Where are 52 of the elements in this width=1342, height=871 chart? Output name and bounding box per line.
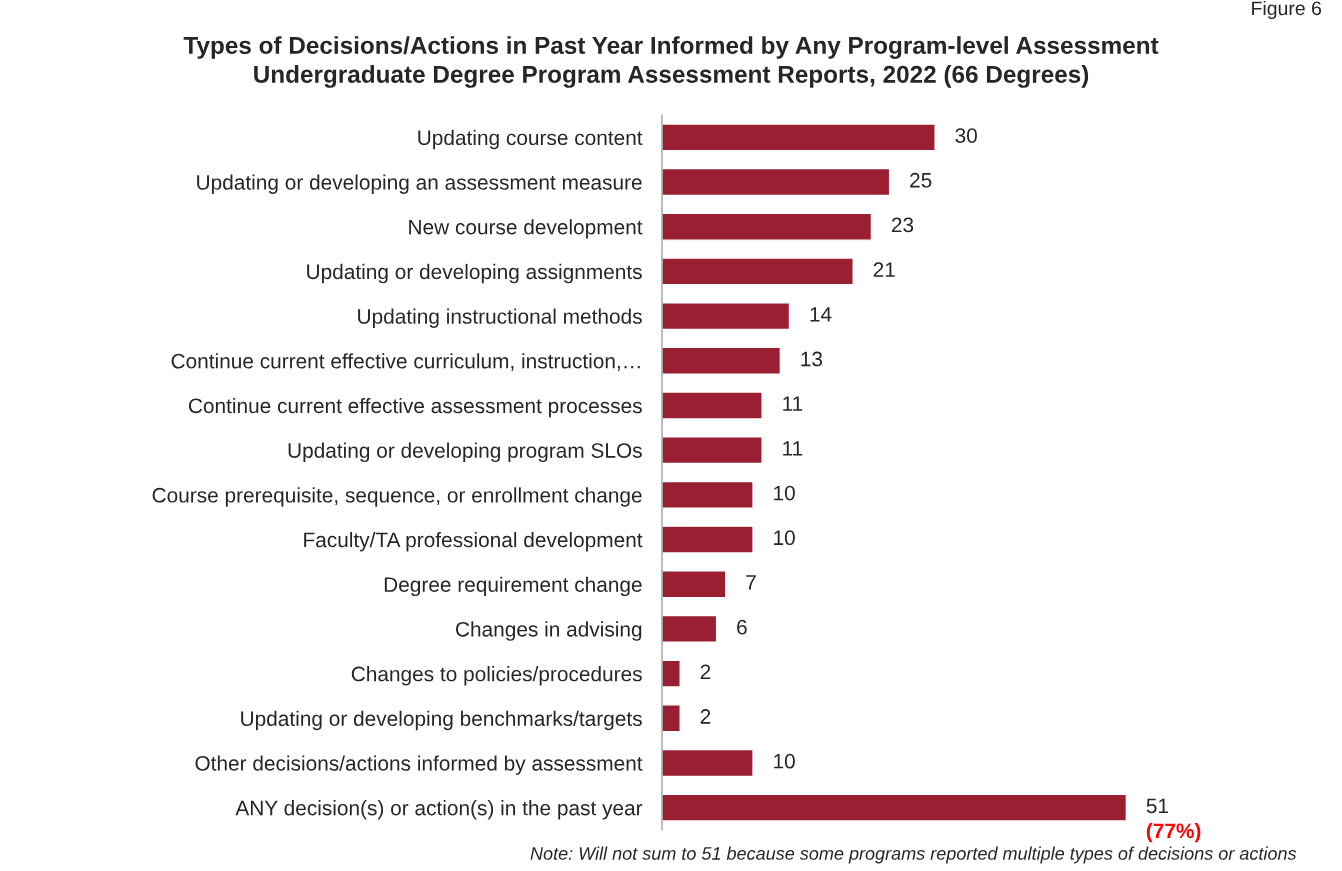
bar [662, 301, 791, 331]
data-label: 30 [955, 128, 977, 143]
bar [662, 480, 754, 509]
data-label: 10 [774, 485, 795, 501]
y-tick-label: Continue current effective assessment processes [188, 397, 642, 418]
y-tick-label: Updating or developing program SLOs [288, 442, 642, 463]
y-tick-label: Course prerequisite, sequence, or enrollment change [152, 487, 642, 507]
annotation: (77%) [1146, 822, 1201, 843]
data-label: 2 [700, 664, 711, 679]
bar [662, 391, 763, 420]
chart-title: Types of Decisions/Actions in Past Year Informed by Any Program-level Assessment Undergraduate Degree Program Assessment Reports, 2022 (66 Degrees) [183, 36, 1159, 88]
y-tick-label: Changes to policies/procedures [351, 666, 642, 686]
y-tick-label: Updating or developing an assessment measure [197, 174, 642, 194]
y-tick-label: Updating or developing assignments [307, 263, 642, 284]
data-label: 14 [810, 307, 832, 322]
caption: Figure 6 [1252, 0, 1322, 20]
y-tick-label: Updating instructional methods [358, 308, 642, 328]
bar [662, 570, 727, 599]
data-label: 21 [873, 262, 895, 277]
y-tick-label: Other decisions/actions informed by assessment [195, 755, 643, 775]
y-tick-label: Faculty/TA professional development [304, 531, 643, 552]
bar [662, 793, 1128, 822]
bar [662, 167, 891, 197]
data-label: 25 [910, 172, 932, 188]
data-label: 13 [801, 351, 823, 367]
bar [662, 212, 873, 241]
bar [662, 346, 782, 375]
bar [662, 257, 854, 286]
y-tick-label: New course development [409, 219, 643, 239]
data-label: 11 [783, 441, 803, 456]
y-tick-label: Degree requirement change [384, 576, 642, 597]
data-label: 10 [774, 753, 795, 769]
bar [662, 659, 681, 688]
bar [662, 704, 681, 733]
bar [662, 748, 754, 778]
y-tick-label: Updating or developing benchmarks/targets [241, 710, 642, 731]
data-label: 6 [737, 619, 747, 635]
bar [662, 436, 763, 465]
bar [662, 525, 754, 554]
data-label: 2 [700, 709, 711, 724]
bar [662, 614, 718, 644]
data-label: 10 [774, 530, 795, 546]
text: Note: Will not sum to 51 because some programs reported multiple types of decisions or actions [530, 846, 1297, 864]
y-tick-label: ANY decision(s) or action(s) in the past year [235, 800, 643, 820]
y-tick-label: Continue current effective curriculum, instruction,… [171, 353, 640, 371]
y-tick-label: Updating course content [418, 129, 643, 150]
data-label: 7 [746, 575, 756, 590]
data-label: 11 [783, 396, 803, 411]
y-tick-label: Changes in advising [456, 621, 642, 641]
bar [662, 123, 936, 152]
data-label: 23 [891, 217, 914, 233]
data-label: 51 [1146, 798, 1168, 814]
